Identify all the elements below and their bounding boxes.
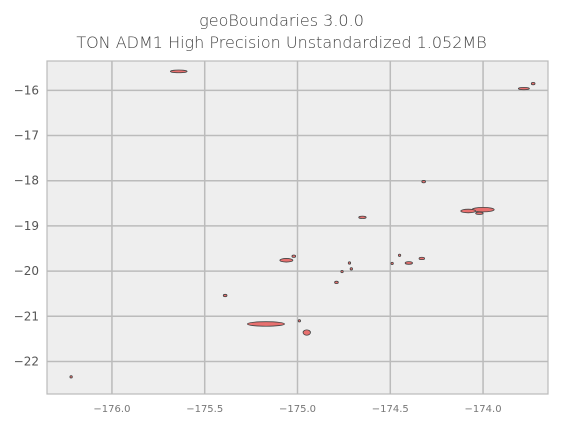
island-ha-apai-e [347, 261, 352, 265]
island-tofua [279, 258, 294, 263]
island-fonualei [421, 180, 426, 184]
island-ata [69, 375, 73, 379]
island-vava-u-west [460, 208, 477, 214]
island-ha-apai-a [418, 256, 426, 261]
x-tick-label: −175.0 [279, 404, 316, 415]
x-tick-label: −174.5 [372, 404, 409, 415]
x-tick-label: −174.0 [465, 404, 502, 415]
island-ha-apai-f [340, 269, 344, 274]
plot-frame [46, 60, 549, 395]
island-tongatapu [247, 321, 285, 327]
x-tick-label: −176.0 [93, 404, 130, 415]
island-niuafo-ou [169, 69, 188, 74]
island-tafahi [530, 81, 536, 86]
island-ha-apai-g [349, 267, 353, 271]
x-tick-label: −175.5 [186, 404, 223, 415]
island-ha-apai-h [334, 280, 339, 284]
island-shapes [69, 69, 536, 379]
island-ha-apai-b [404, 261, 413, 265]
map-title-line2: TON ADM1 High Precision Unstandardized 1… [76, 33, 487, 52]
island-kao [291, 254, 297, 258]
island-eua-small [297, 319, 301, 323]
x-axis-ticks: −176.0 −175.5 −175.0 −174.5 −174.0 [93, 404, 501, 415]
island-vava-u-south [475, 211, 484, 215]
y-tick-label: −22 [14, 354, 39, 368]
island-niuatoputapu [517, 86, 530, 91]
y-tick-label: −19 [14, 219, 39, 233]
y-tick-label: −16 [14, 83, 39, 97]
y-tick-label: −20 [14, 264, 39, 278]
island-hunga [222, 293, 228, 298]
y-tick-label: −17 [14, 129, 39, 143]
island-ha-apai-d [390, 261, 394, 266]
y-axis-ticks: −16 −17 −18 −19 −20 −21 −22 [14, 83, 39, 368]
y-tick-label: −21 [14, 309, 39, 323]
island-ha-apai-c [397, 253, 402, 257]
grid-lines [47, 61, 548, 394]
island-eua [302, 329, 311, 336]
map-title-line1: geoBoundaries 3.0.0 [199, 11, 364, 30]
island-late [358, 215, 367, 219]
y-tick-label: −18 [14, 174, 39, 188]
